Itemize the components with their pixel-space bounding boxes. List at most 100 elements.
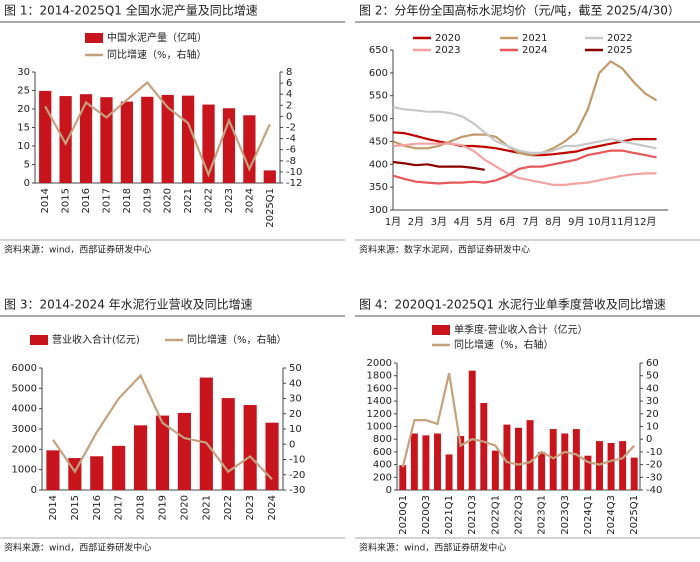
y2-tick-label: 0: [289, 439, 295, 450]
bar: [399, 465, 407, 490]
y-tick-label: 650: [369, 45, 388, 56]
y2-tick-label: -30: [646, 472, 662, 483]
legend-swatch: [30, 335, 48, 345]
y-tick-label: 200: [373, 472, 392, 483]
x-tick-label: 12月: [634, 216, 657, 228]
legend-label: 2021: [522, 33, 547, 44]
x-tick-label: 2025Q1: [265, 188, 276, 228]
x-tick-label: 2025Q1: [629, 495, 640, 535]
y2-tick-label: -2: [286, 123, 296, 134]
bar: [584, 455, 592, 490]
bar: [468, 370, 476, 490]
legend-label: 2023: [435, 45, 460, 56]
source: 资料来源：wind，西部证券研发中心: [359, 542, 506, 554]
y2-tick-label: -8: [286, 156, 296, 167]
x-tick-label: 2017: [101, 188, 112, 213]
x-tick-label: 2015: [70, 495, 81, 520]
chart-title: 图 3：2014-2024 年水泥行业营收及同比增速: [4, 298, 253, 312]
y2-tick-label: -40: [646, 485, 662, 496]
bar: [59, 96, 72, 183]
chart-title: 图 1：2014-2025Q1 全国水泥产量及同比增速: [4, 3, 258, 18]
bar: [120, 101, 133, 183]
y2-tick-label: -30: [289, 485, 305, 496]
bar: [491, 450, 499, 490]
x-tick-label: 6月: [499, 216, 515, 228]
x-tick-label: 2014: [40, 188, 51, 213]
bar: [199, 377, 213, 490]
x-tick-label: 2016: [81, 188, 92, 213]
y2-tick-label: 4: [286, 89, 292, 100]
y-tick-label: 600: [369, 68, 388, 79]
series-line: [401, 372, 636, 468]
bar: [243, 405, 257, 490]
y-tick-label: 350: [369, 182, 388, 193]
y-tick-label: 1000: [12, 465, 37, 476]
y-tick-label: 20: [17, 104, 30, 115]
y-tick-label: 400: [369, 159, 388, 170]
y-tick-label: 500: [369, 114, 388, 125]
y2-tick-label: -10: [289, 455, 305, 466]
y2-tick-label: -20: [289, 470, 305, 481]
x-tick-label: 2021Q1: [444, 495, 455, 535]
y-tick-label: 1400: [367, 396, 392, 407]
x-tick-label: 7月: [522, 216, 538, 228]
bar: [561, 433, 569, 490]
y-tick-label: 5000: [12, 383, 37, 394]
y-tick-label: 0: [31, 485, 37, 496]
y2-tick-label: -20: [646, 460, 662, 471]
bar: [434, 433, 441, 490]
y-tick-label: 3000: [12, 424, 37, 435]
y2-tick-label: 8: [286, 67, 292, 78]
bar: [79, 94, 93, 183]
y-tick-label: 550: [369, 91, 388, 102]
series-line: [392, 142, 657, 186]
bar: [39, 90, 52, 183]
y-tick-label: 5: [24, 160, 30, 171]
y2-tick-label: 10: [289, 424, 302, 435]
y-tick-label: 1600: [367, 383, 392, 394]
y2-tick-label: 30: [289, 394, 302, 405]
y2-tick-label: 0: [646, 434, 652, 445]
source: 资料来源：数字水泥网，西部证券研发中心: [359, 244, 530, 256]
y2-tick-label: -10: [646, 447, 662, 458]
bar: [161, 94, 174, 183]
y-tick-label: 2000: [367, 358, 392, 369]
y2-tick-label: 6: [286, 78, 292, 89]
series-line: [392, 149, 657, 185]
bar: [607, 443, 615, 490]
y2-tick-label: 10: [646, 422, 659, 433]
x-tick-label: 2017: [114, 495, 125, 520]
x-tick-label: 2024Q1: [583, 495, 594, 535]
y2-tick-label: 40: [289, 378, 302, 389]
x-tick-label: 10月: [588, 216, 611, 228]
legend-label: 中国水泥产量（亿吨）: [107, 31, 207, 44]
y-tick-label: 0: [24, 178, 30, 189]
series-line: [392, 160, 485, 171]
y-tick-label: 600: [373, 447, 392, 458]
y-tick-label: 2000: [12, 444, 37, 455]
y-tick-label: 25: [17, 86, 30, 97]
x-tick-label: 2019: [142, 188, 153, 213]
chart-title: 图 2：分年份全国高标水泥均价（元/吨，截至 2025/4/30）: [359, 3, 680, 18]
y-tick-label: 400: [373, 460, 392, 471]
y-tick-label: 4000: [12, 404, 37, 415]
x-tick-label: 2023: [224, 188, 235, 213]
x-tick-label: 11月: [611, 216, 634, 228]
legend-label: 2025: [607, 45, 632, 56]
bar: [202, 104, 215, 183]
y-tick-label: 10: [17, 141, 30, 152]
legend-label: 2020: [435, 33, 460, 44]
y-tick-label: 1800: [367, 371, 392, 382]
y-tick-label: 450: [369, 136, 388, 147]
y2-tick-label: -4: [286, 134, 296, 145]
y-tick-label: 15: [17, 123, 30, 134]
x-tick-label: 8月: [545, 216, 561, 228]
bar: [134, 425, 148, 490]
x-tick-label: 2020Q3: [421, 495, 432, 535]
y2-tick-label: 40: [646, 383, 659, 394]
bar: [221, 398, 235, 490]
y2-tick-label: 2: [286, 100, 292, 111]
x-tick-label: 2014: [48, 495, 59, 520]
x-tick-label: 2020: [179, 495, 190, 520]
y2-tick-label: 30: [646, 396, 659, 407]
